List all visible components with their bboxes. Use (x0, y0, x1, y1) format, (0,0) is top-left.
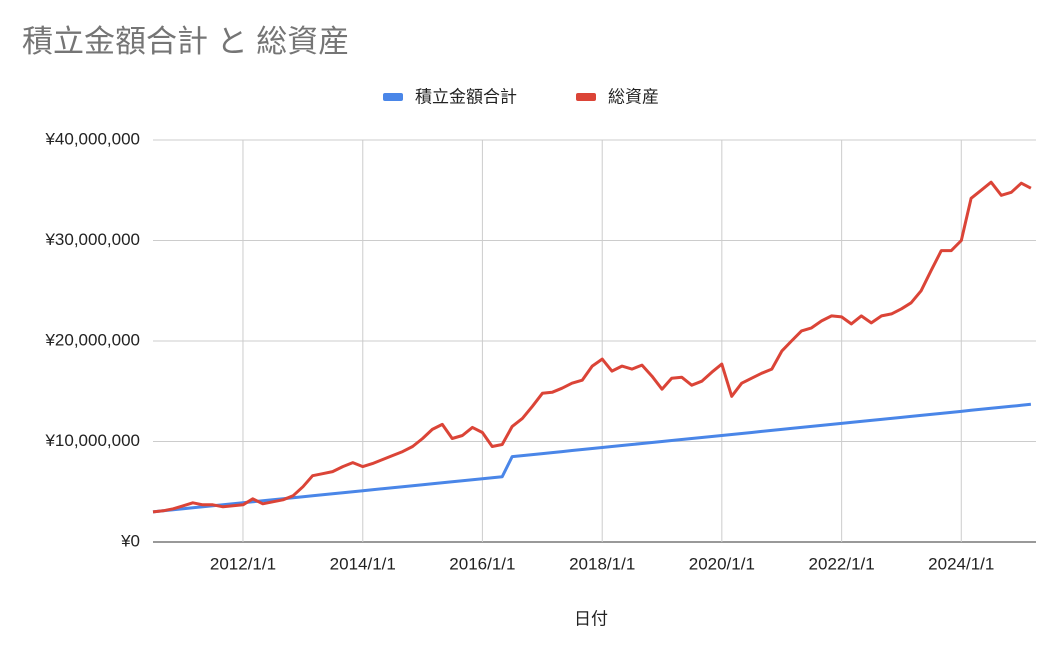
x-tick-label: 2022/1/1 (809, 554, 875, 573)
legend-label: 積立金額合計 (415, 87, 517, 106)
x-tick-label: 2024/1/1 (928, 554, 994, 573)
y-tick-label: ¥10,000,000 (44, 431, 140, 450)
chart-title: 積立金額合計 と 総資産 (22, 24, 349, 59)
x-tick-label: 2016/1/1 (449, 554, 515, 573)
y-tick-label: ¥30,000,000 (44, 230, 140, 249)
series-line (152, 180, 1032, 514)
legend-label: 総資産 (608, 87, 659, 106)
x-tick-label: 2012/1/1 (210, 554, 276, 573)
legend-swatch (576, 93, 596, 101)
x-tick-label: 2014/1/1 (330, 554, 396, 573)
x-tick-label: 2020/1/1 (689, 554, 755, 573)
legend-swatch (383, 93, 403, 101)
series-line (152, 402, 1032, 514)
y-tick-label: ¥20,000,000 (44, 330, 140, 349)
y-tick-label: ¥0 (120, 531, 140, 550)
x-axis-label: 日付 (574, 609, 608, 628)
x-tick-label: 2018/1/1 (569, 554, 635, 573)
y-tick-label: ¥40,000,000 (44, 129, 140, 148)
